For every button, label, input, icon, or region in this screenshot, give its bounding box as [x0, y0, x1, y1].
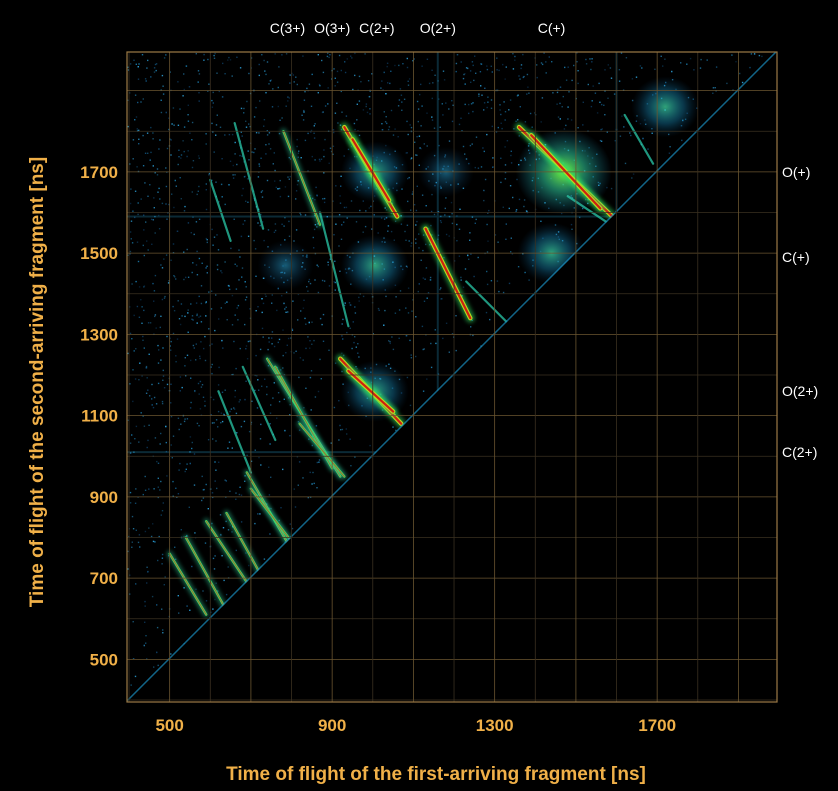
hot-spot — [257, 240, 314, 291]
y-axis-ticks: 500 700 900 1100 1300 1500 1700 — [80, 163, 118, 670]
hot-spot — [340, 234, 409, 296]
y-tick-label: 1300 — [80, 325, 118, 344]
grid — [127, 52, 777, 702]
coincidence-line — [217, 390, 253, 474]
coincidence-line — [203, 518, 250, 586]
coincidence-line — [421, 224, 475, 323]
coincidence-line — [347, 134, 394, 205]
top-annotation: C(2+) — [359, 20, 394, 36]
coincidence-line — [241, 365, 277, 442]
right-annotation: O(+) — [782, 164, 810, 180]
top-annotation: C(+) — [538, 20, 566, 36]
coincidence-line — [296, 420, 348, 480]
x-axis-ticks: 500 900 1300 1700 — [155, 716, 676, 735]
coincidence-line — [209, 178, 232, 243]
y-tick-label: 1500 — [80, 244, 118, 263]
top-annotation: C(3+) — [270, 20, 305, 36]
coincidence-line — [280, 128, 323, 228]
coincidence-line — [233, 121, 265, 230]
hot-spot — [631, 76, 700, 138]
coincidence-line — [247, 485, 295, 545]
coincidence-line — [166, 550, 210, 618]
empty-region — [127, 52, 777, 702]
plot-area — [127, 52, 777, 702]
x-tick-label: 900 — [318, 716, 346, 735]
x-tick-label: 1700 — [638, 716, 676, 735]
right-annotations: O(+) C(+) O(2+) C(2+) — [782, 164, 818, 460]
right-annotation: C(+) — [782, 249, 810, 265]
y-tick-label: 1700 — [80, 163, 118, 182]
top-annotation: O(3+) — [314, 20, 350, 36]
right-annotation: C(2+) — [782, 444, 817, 460]
y-axis-label: Time of flight of the second-arriving fr… — [27, 157, 48, 607]
top-annotation: O(2+) — [420, 20, 456, 36]
y-tick-label: 500 — [90, 650, 118, 669]
plot-frame — [126, 51, 778, 703]
x-tick-label: 500 — [155, 716, 183, 735]
y-tick-label: 900 — [90, 488, 118, 507]
right-annotation: O(2+) — [782, 383, 818, 399]
coincidence-line — [182, 534, 230, 614]
y-tick-label: 700 — [90, 569, 118, 588]
y-tick-label: 1100 — [81, 407, 118, 426]
coincidence-line — [623, 113, 655, 165]
x-axis-label: Time of flight of the first-arriving fra… — [226, 764, 646, 785]
coincidence-line — [343, 366, 398, 417]
x-tick-label: 1300 — [476, 716, 514, 735]
coincidence-line — [465, 280, 508, 324]
top-annotations: C(3+) O(3+) C(2+) O(2+) C(+) — [270, 20, 566, 36]
coincidence-line — [318, 211, 350, 328]
